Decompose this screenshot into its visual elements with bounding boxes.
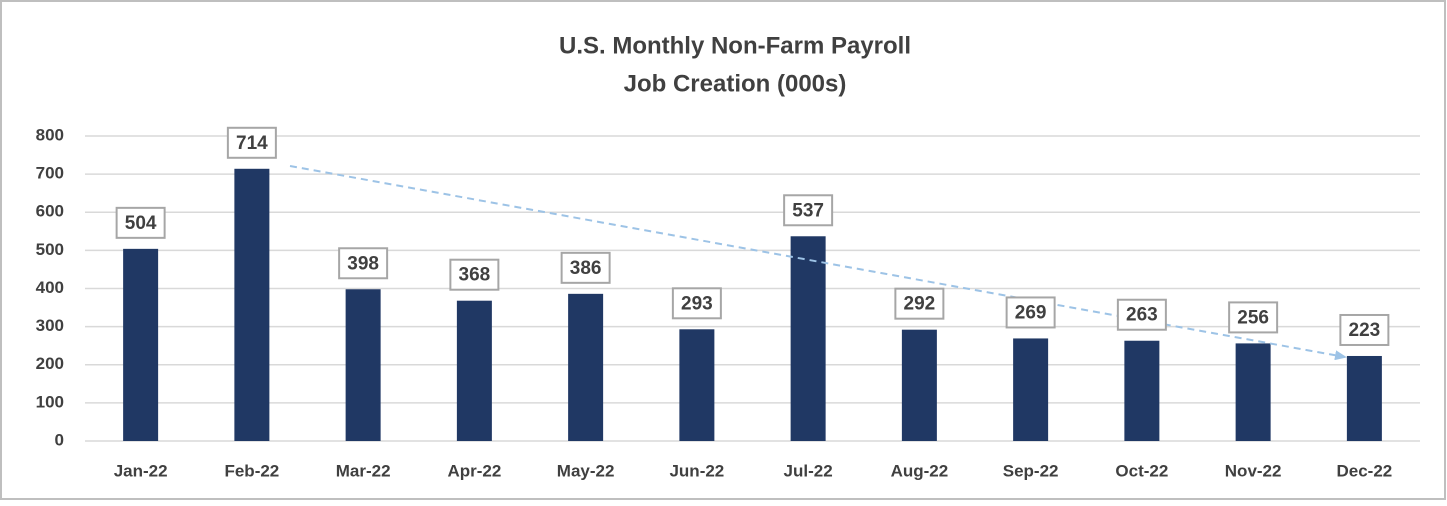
- x-tick-label: Nov-22: [1225, 461, 1282, 480]
- value-label: 504: [125, 213, 157, 234]
- value-label: 386: [570, 258, 602, 279]
- y-tick-label: 100: [36, 392, 64, 411]
- labels: Jan-22 504 Feb-22 714 Mar-22 398 Apr-22 368 May-…: [114, 126, 1392, 480]
- grid: 0 100 200 300 400 500 600 700 800: [36, 125, 1420, 449]
- y-tick-label: 500: [36, 240, 64, 259]
- value-label-box: [783, 194, 834, 227]
- bar: [679, 329, 715, 441]
- bar: [901, 329, 937, 441]
- trend-arrow: [289, 165, 1347, 361]
- value-label-box: [1339, 313, 1390, 346]
- bar: [234, 168, 270, 441]
- value-label: 256: [1237, 307, 1269, 328]
- value-label-box: [1228, 301, 1279, 334]
- value-label-box: [449, 258, 500, 291]
- x-tick-label: Jun-22: [669, 461, 724, 480]
- value-label-box: [1116, 298, 1167, 331]
- bar: [456, 300, 492, 441]
- x-tick-label: May-22: [557, 461, 615, 480]
- y-tick-label: 400: [36, 278, 64, 297]
- value-label: 263: [1126, 305, 1158, 326]
- x-tick-label: Sep-22: [1003, 461, 1059, 480]
- value-label: 537: [792, 200, 824, 221]
- x-tick-label: Aug-22: [891, 461, 949, 480]
- y-tick-label: 700: [36, 164, 64, 183]
- bars: [123, 168, 1382, 441]
- bar: [1124, 340, 1160, 441]
- value-label-box: [115, 206, 166, 239]
- value-label: 223: [1349, 320, 1381, 341]
- value-label: 269: [1015, 302, 1047, 323]
- y-tick-label: 200: [36, 354, 64, 373]
- x-tick-label: Feb-22: [224, 461, 279, 480]
- bar: [345, 289, 381, 441]
- y-tick-label: 600: [36, 202, 64, 221]
- value-label-box: [894, 287, 945, 320]
- chart-subtitle: Job Creation (000s): [624, 70, 847, 97]
- bar: [1235, 343, 1271, 441]
- value-label: 368: [459, 265, 491, 286]
- bar: [1346, 355, 1382, 441]
- value-label-box: [226, 126, 277, 159]
- value-label-box: [671, 287, 722, 320]
- y-tick-label: 0: [55, 430, 64, 449]
- y-tick-label: 800: [36, 125, 64, 144]
- x-tick-label: Mar-22: [336, 461, 391, 480]
- bar: [568, 293, 604, 441]
- x-tick-label: Oct-22: [1115, 461, 1168, 480]
- value-label: 292: [904, 294, 936, 315]
- value-label-box: [1005, 296, 1056, 329]
- bar: [1013, 338, 1049, 441]
- value-label: 293: [681, 293, 713, 314]
- bar: [123, 248, 159, 441]
- x-tick-label: Jan-22: [114, 461, 168, 480]
- x-tick-label: Jul-22: [784, 461, 833, 480]
- value-label: 398: [347, 253, 379, 274]
- y-tick-label: 300: [36, 316, 64, 335]
- bar: [790, 236, 826, 441]
- chart-title: U.S. Monthly Non-Farm Payroll: [559, 32, 911, 59]
- value-label-box: [338, 247, 389, 280]
- x-tick-label: Apr-22: [447, 461, 501, 480]
- x-tick-label: Dec-22: [1336, 461, 1392, 480]
- value-label: 714: [236, 133, 268, 154]
- value-label-box: [560, 251, 611, 284]
